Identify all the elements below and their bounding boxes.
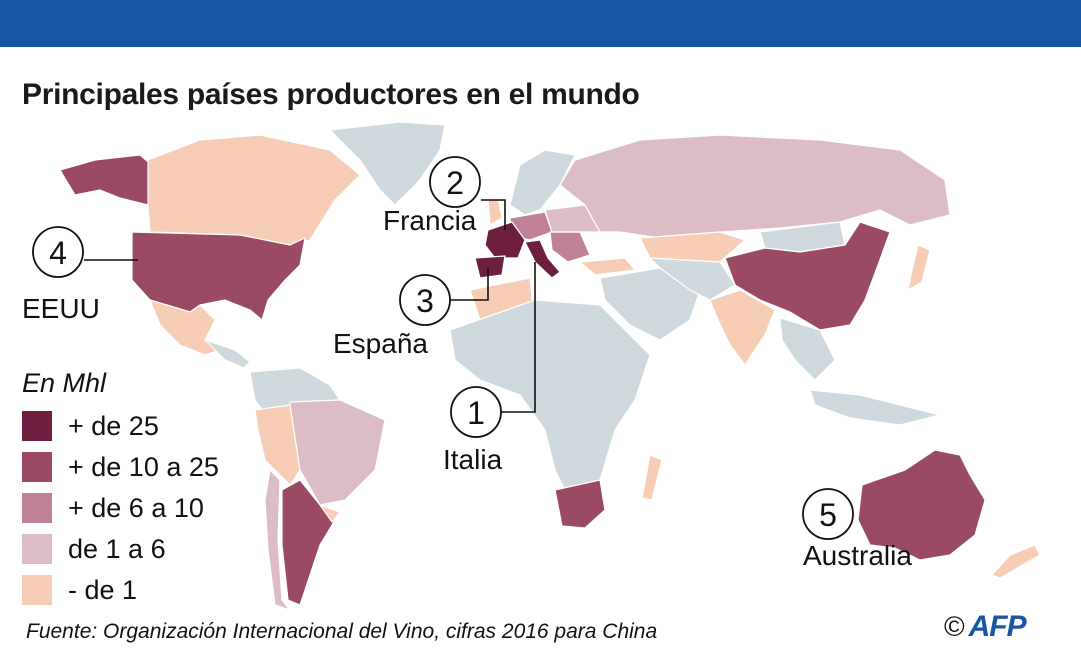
- header-bar: [0, 0, 1081, 47]
- rank-number-1: 1: [467, 395, 485, 431]
- rank-number-5: 5: [819, 497, 837, 533]
- region-scandinavia: [509, 149, 576, 216]
- map-title: Principales países productores en el mun…: [22, 78, 640, 111]
- region-uk: [487, 197, 503, 226]
- copyright-symbol: ©: [944, 611, 965, 642]
- rank-number-2: 2: [446, 165, 464, 201]
- afp-logo: AFP: [968, 610, 1027, 643]
- legend-label: + de 25: [68, 410, 159, 441]
- legend-label: - de 1: [68, 574, 138, 605]
- legend-item: + de 10 a 25: [22, 451, 219, 483]
- region-alaska: [59, 154, 153, 206]
- region-southeast-asia: [779, 317, 836, 381]
- rank-circle-4: [32, 226, 84, 278]
- legend-swatch: [22, 452, 52, 482]
- region-indonesia: [809, 389, 941, 426]
- region-spain: [474, 255, 506, 279]
- region-central-america: [204, 339, 251, 369]
- label-espana: España: [333, 328, 428, 359]
- rank-circle-1: [450, 386, 502, 438]
- label-italia: Italia: [443, 444, 503, 475]
- region-new-zealand: [991, 544, 1041, 579]
- label-eeuu: EEUU: [22, 293, 100, 324]
- label-francia: Francia: [383, 205, 477, 236]
- rank-circle-3: [399, 274, 451, 326]
- legend-swatch: [22, 534, 52, 564]
- region-russia: [559, 134, 951, 239]
- region-india: [709, 289, 776, 366]
- region-argentina: [281, 479, 336, 606]
- label-australia: Australia: [803, 540, 912, 571]
- region-balkans: [549, 231, 591, 263]
- credit: © AFP: [944, 610, 1027, 644]
- rank-number-4: 4: [49, 235, 67, 271]
- region-south-africa: [554, 479, 606, 529]
- leader-line-1: [500, 262, 536, 413]
- region-turkey: [579, 257, 636, 276]
- legend-title: En Mhl: [22, 368, 107, 398]
- source-note: Fuente: Organización Internacional del V…: [26, 620, 658, 643]
- legend-item: + de 6 a 10: [22, 492, 204, 524]
- legend-swatch: [22, 411, 52, 441]
- region-japan: [907, 244, 931, 291]
- leader-line-3: [449, 268, 489, 301]
- region-australia: [857, 449, 986, 561]
- legend-swatch: [22, 575, 52, 605]
- region-chile: [264, 469, 291, 611]
- rank-circle-5: [802, 488, 854, 540]
- rank-number-3: 3: [416, 283, 434, 319]
- legend-item: + de 25: [22, 410, 159, 442]
- legend-swatch: [22, 493, 52, 523]
- region-china: [724, 221, 891, 331]
- legend-label: + de 10 a 25: [68, 451, 219, 482]
- rank-circle-2: [429, 156, 481, 208]
- region-france: [484, 221, 526, 259]
- legend-label: de 1 a 6: [68, 533, 166, 564]
- legend-item: - de 1: [22, 574, 137, 606]
- leader-line-2: [481, 199, 506, 230]
- region-madagascar: [641, 454, 663, 501]
- legend-label: + de 6 a 10: [68, 492, 204, 523]
- region-uruguay: [319, 504, 341, 523]
- region-greenland: [329, 121, 446, 206]
- legend-item: de 1 a 6: [22, 533, 166, 565]
- region-canada: [147, 134, 361, 246]
- region-eastern-europe: [544, 204, 601, 233]
